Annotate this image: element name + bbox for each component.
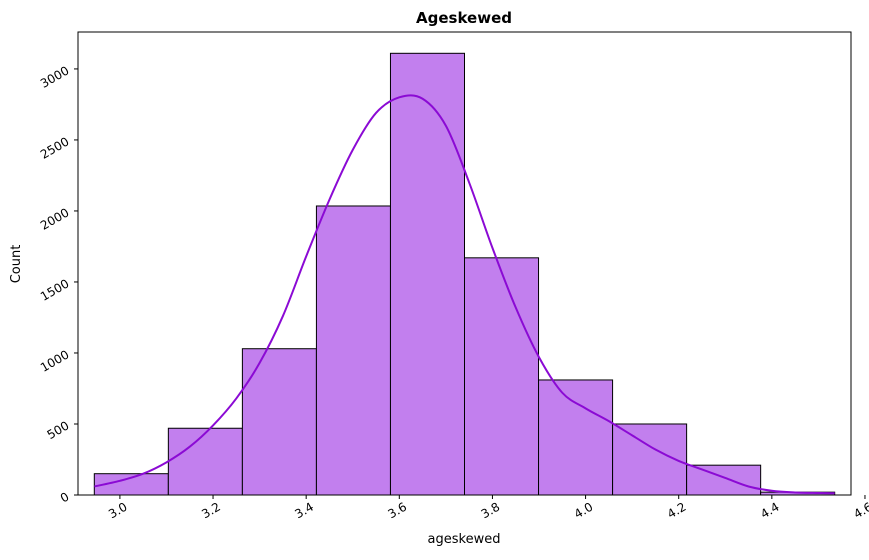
histogram-bar xyxy=(315,205,391,496)
x-axis: 3.0 3.2 3.4 3.6 3.8 4.0 4.2 4.4 4.6 xyxy=(106,495,869,521)
x-tick-label: 4.0 xyxy=(572,500,596,522)
y-tick-label: 3000 xyxy=(38,63,71,90)
x-tick-label: 4.4 xyxy=(758,500,782,522)
x-axis-label: ageskewed xyxy=(428,532,501,547)
y-tick-label: 2000 xyxy=(38,205,71,232)
kde-curve xyxy=(94,94,835,495)
x-tick-label: 3.2 xyxy=(199,500,223,522)
histogram-bar xyxy=(686,464,762,496)
y-tick-label: 1000 xyxy=(38,347,71,374)
x-tick-label: 3.0 xyxy=(106,500,130,522)
histogram-bar xyxy=(167,427,243,496)
histogram-bar xyxy=(241,348,317,496)
histogram-bar xyxy=(538,379,614,496)
y-tick-label: 500 xyxy=(45,418,72,442)
y-tick-label: 0 xyxy=(58,489,72,505)
y-tick-label: 1500 xyxy=(38,276,71,303)
bars-layer xyxy=(93,52,836,496)
x-tick-label: 4.2 xyxy=(665,500,689,522)
x-tick-label: 4.6 xyxy=(851,500,869,522)
y-tick-label: 2500 xyxy=(38,134,71,161)
x-tick-label: 3.8 xyxy=(479,500,503,522)
histogram-bar xyxy=(464,257,540,496)
chart-title: Ageskewed xyxy=(416,9,512,27)
histogram-bar xyxy=(389,52,465,496)
x-tick-label: 3.4 xyxy=(292,500,316,522)
y-axis-label: Count xyxy=(9,245,24,284)
x-tick-label: 3.6 xyxy=(386,500,410,522)
y-axis: 0 500 1000 1500 2000 2500 3000 xyxy=(38,63,78,505)
plot-frame xyxy=(77,31,852,496)
